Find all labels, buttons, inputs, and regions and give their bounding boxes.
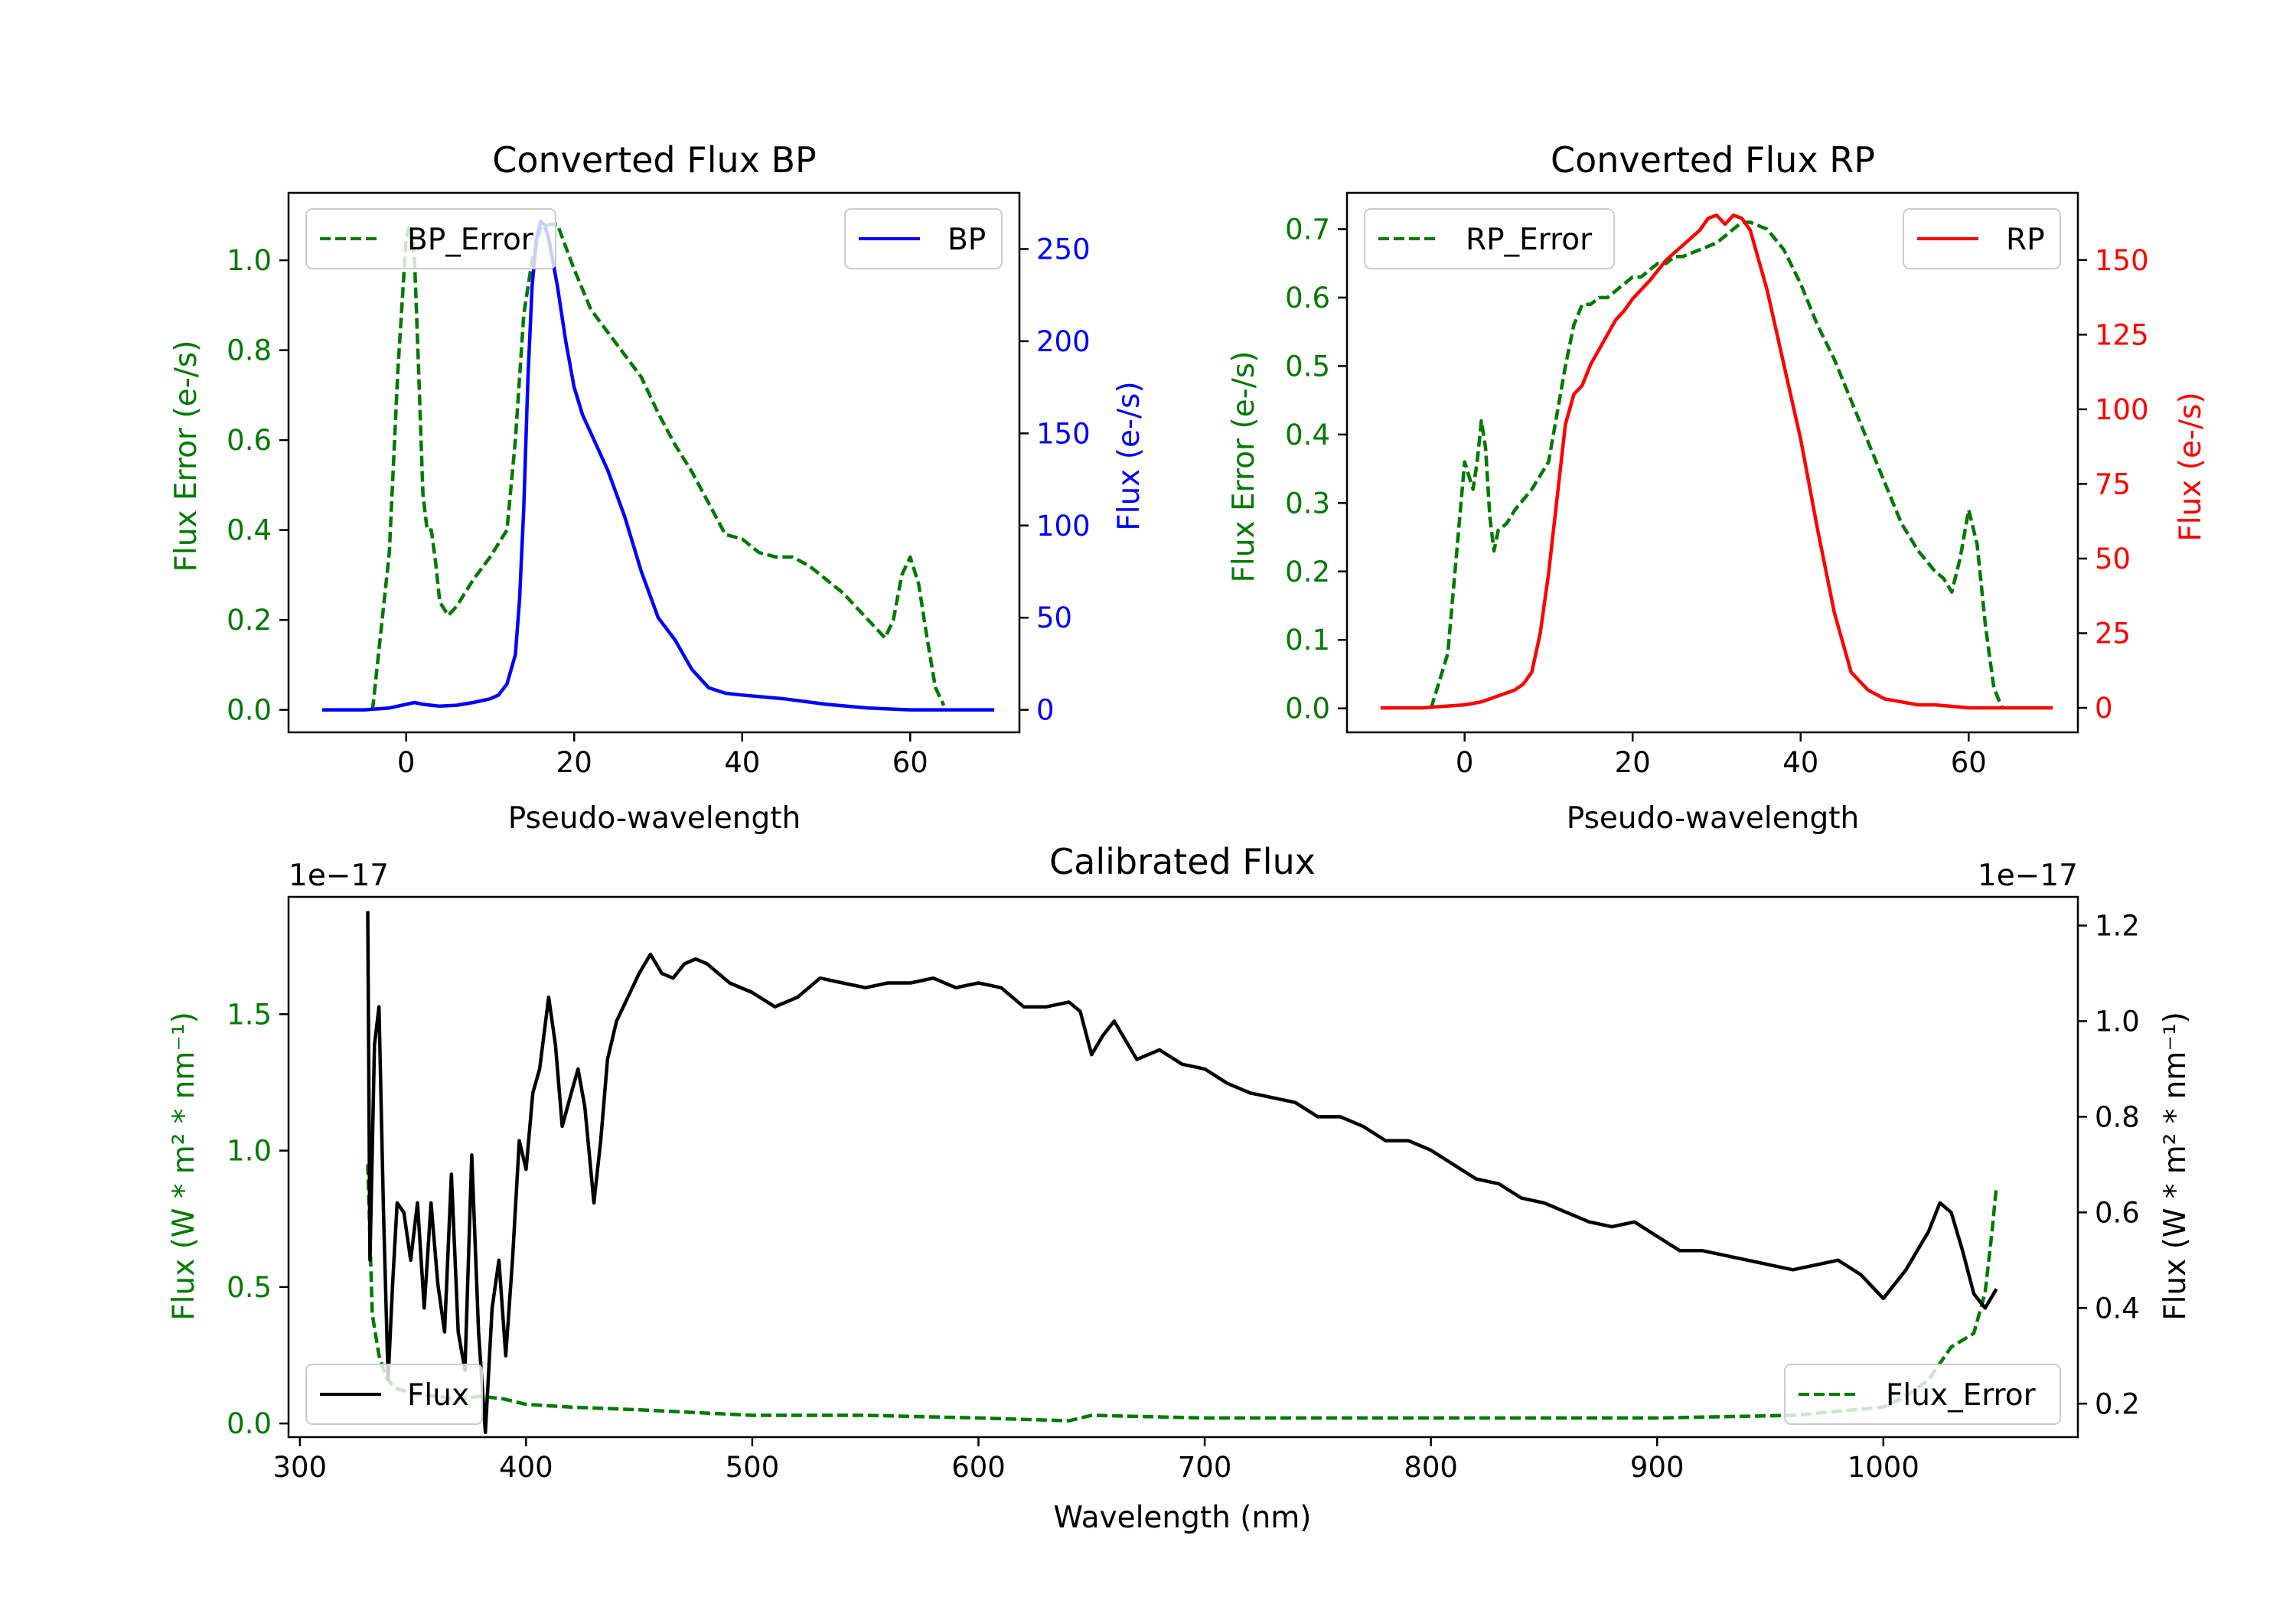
rp-left-y-tick-label: 0.5	[1285, 350, 1330, 383]
bp-panel: Converted Flux BP Pseudo-wavelength Flux…	[169, 139, 1146, 836]
rp-left-y-tick-label: 0.0	[1285, 693, 1330, 725]
bp-left-y-tick-label: 0.4	[227, 514, 272, 547]
rp-legend: RP	[1903, 208, 2061, 269]
calibrated-flux-legend: Flux	[305, 1364, 483, 1425]
calibrated-right-y-tick-label: 0.2	[2095, 1387, 2140, 1420]
rp-right-y-tick-label: 75	[2095, 468, 2131, 500]
calibrated-plot-area: 300 400 500 600 700 800 900 1000 0.0 0.5 1.0 1.5 0.2…	[227, 909, 2140, 1484]
bp-x-tick-label: 60	[892, 746, 928, 779]
bp-legend: BP	[844, 208, 1003, 269]
rp-error-legend-box	[1364, 208, 1615, 269]
rp-right-y-tick-label: 0	[2095, 692, 2113, 725]
bp-error-legend-label: BP_Error	[407, 223, 534, 257]
rp-frame	[1345, 191, 2079, 734]
bp-right-y-tick-label: 100	[1036, 510, 1091, 543]
bp-frame	[287, 191, 1021, 734]
rp-legend-box	[1903, 208, 2061, 269]
rp-error-legend: RP_Error	[1364, 208, 1615, 269]
calibrated-flux-line	[366, 911, 1998, 1435]
bp-legend-box	[844, 208, 1003, 269]
rp-right-y-tick-label: 125	[2095, 318, 2149, 351]
rp-panel: Converted Flux RP Pseudo-wavelength Flux…	[1227, 139, 2208, 836]
rp-right-y-tick-label: 50	[2095, 543, 2131, 575]
rp-x-tick-label: 60	[1951, 746, 1987, 779]
rp-x-tick-label: 20	[1615, 746, 1651, 779]
bp-right-y-tick-label: 150	[1036, 417, 1091, 450]
calibrated-x-tick-label: 300	[272, 1451, 327, 1484]
calibrated-right-y-label: Flux (W * m² * nm⁻¹)	[2158, 1012, 2193, 1321]
bp-x-tick-label: 0	[397, 746, 416, 779]
bp-right-y-tick-label: 250	[1036, 233, 1091, 266]
calibrated-right-y-tick-label: 1.0	[2095, 1005, 2140, 1038]
bp-x-tick-label: 20	[556, 746, 592, 779]
bp-left-y-tick-label: 0.0	[227, 694, 272, 727]
rp-x-tick-label: 0	[1456, 746, 1474, 779]
calibrated-x-tick-label: 700	[1178, 1451, 1232, 1484]
calibrated-right-y-tick-label: 0.4	[2095, 1292, 2140, 1325]
calibrated-left-y-label: Flux (W * m² * nm⁻¹)	[167, 1012, 201, 1321]
calibrated-left-y-tick-label: 1.0	[227, 1135, 272, 1168]
calibrated-x-tick-label: 900	[1630, 1451, 1684, 1484]
calibrated-error-legend-box	[1784, 1364, 2061, 1425]
calibrated-x-tick-label: 1000	[1848, 1451, 1919, 1484]
bp-title: Converted Flux BP	[492, 139, 817, 181]
bp-left-y-tick-label: 1.0	[227, 244, 272, 277]
bp-left-y-tick-label: 0.8	[227, 334, 272, 367]
rp-rp-error-line	[1429, 220, 2004, 709]
calibrated-right-y-tick-label: 1.2	[2095, 909, 2140, 942]
bp-right-y-tick-label: 50	[1036, 601, 1072, 634]
rp-right-y-tick-label: 150	[2095, 244, 2149, 277]
rp-left-y-tick-label: 0.4	[1285, 419, 1330, 451]
bp-bp-error-line	[370, 222, 946, 710]
calibrated-left-y-tick-label: 1.5	[227, 998, 272, 1031]
calibrated-flux-legend-box	[305, 1364, 483, 1425]
bp-right-y-tick-label: 200	[1036, 325, 1091, 358]
rp-legend-label: RP	[2006, 223, 2045, 257]
calibrated-flux-legend-label: Flux	[407, 1378, 469, 1413]
rp-left-y-tick-label: 0.6	[1285, 282, 1330, 315]
rp-error-legend-label: RP_Error	[1466, 223, 1593, 257]
rp-title: Converted Flux RP	[1551, 139, 1875, 181]
rp-right-y-tick-label: 25	[2095, 617, 2131, 650]
rp-left-y-tick-label: 0.2	[1285, 556, 1330, 588]
calibrated-right-y-tick-label: 0.8	[2095, 1100, 2140, 1133]
bp-x-tick-label: 40	[724, 746, 760, 779]
calibrated-title: Calibrated Flux	[1049, 841, 1316, 882]
bp-right-y-tick-label: 0	[1036, 694, 1055, 727]
rp-x-tick-label: 40	[1782, 746, 1818, 779]
calibrated-x-tick-label: 500	[726, 1451, 780, 1484]
bp-left-y-tick-label: 0.2	[227, 604, 272, 637]
calibrated-x-tick-label: 400	[499, 1451, 553, 1484]
rp-right-y-tick-label: 100	[2095, 393, 2149, 426]
rp-left-y-tick-label: 0.7	[1285, 213, 1330, 246]
rp-rp-line	[1380, 214, 2053, 710]
bp-left-y-tick-label: 0.6	[227, 424, 272, 457]
bp-right-y-label: Flux (e-/s)	[1112, 381, 1146, 530]
rp-left-y-label: Flux Error (e-/s)	[1227, 351, 1261, 583]
calibrated-left-offset: 1e−17	[289, 859, 389, 893]
calibrated-right-offset: 1e−17	[1978, 859, 2078, 893]
bp-legend-label: BP	[947, 223, 986, 257]
calibrated-right-y-tick-label: 0.6	[2095, 1196, 2140, 1229]
calibrated-x-tick-label: 800	[1404, 1451, 1458, 1484]
rp-x-label: Pseudo-wavelength	[1567, 801, 1859, 836]
rp-plot-area: 0 20 40 60 0.0 0.1 0.2 0.3 0.4 0.5 0.6 0.7 0 25 50 75 10…	[1285, 213, 2148, 779]
bp-left-y-label: Flux Error (e-/s)	[169, 341, 204, 572]
calibrated-frame	[287, 895, 2079, 1439]
rp-left-y-tick-label: 0.1	[1285, 624, 1330, 657]
calibrated-x-tick-label: 600	[951, 1451, 1006, 1484]
calibrated-error-legend-label: Flux_Error	[1886, 1378, 2037, 1413]
rp-left-y-tick-label: 0.3	[1285, 487, 1330, 520]
bp-error-legend-box	[305, 208, 556, 269]
calibrated-panel: Calibrated Flux Wavelength (nm) 1e−17 1e…	[167, 841, 2193, 1535]
calibrated-error-legend: Flux_Error	[1784, 1364, 2061, 1425]
rp-right-y-label: Flux (e-/s)	[2174, 392, 2208, 541]
bp-error-legend: BP_Error	[305, 208, 556, 269]
calibrated-left-y-tick-label: 0.5	[227, 1271, 272, 1304]
bp-x-label: Pseudo-wavelength	[508, 801, 801, 836]
calibrated-x-label: Wavelength (nm)	[1054, 1501, 1312, 1535]
calibrated-left-y-tick-label: 0.0	[227, 1407, 272, 1440]
